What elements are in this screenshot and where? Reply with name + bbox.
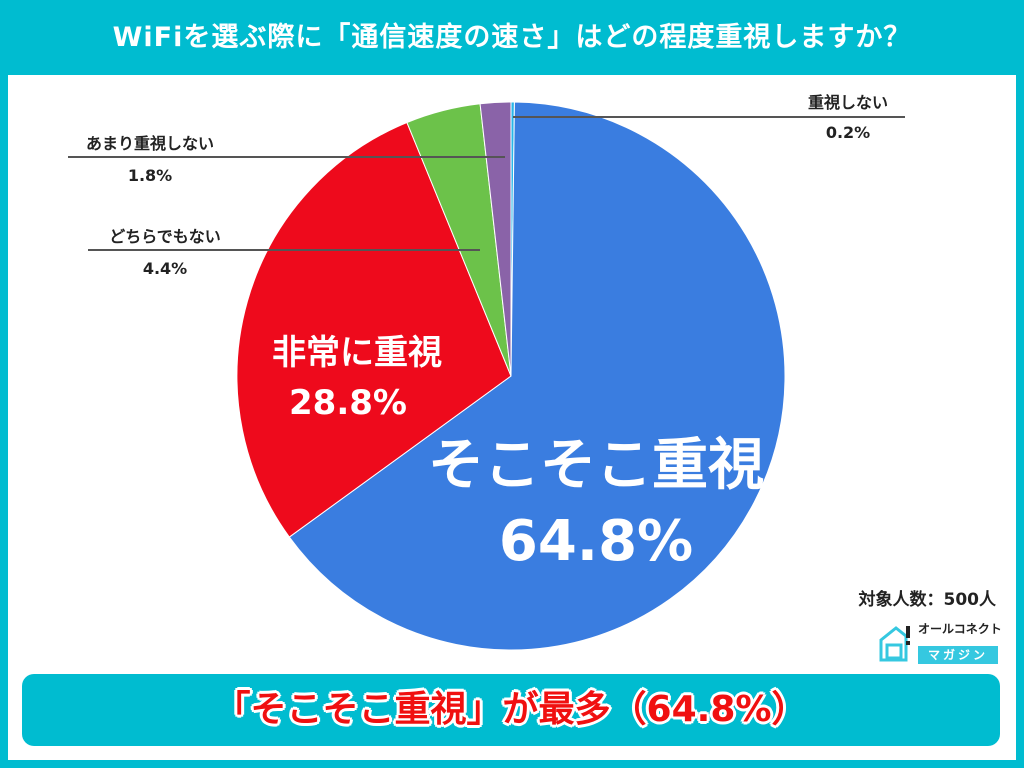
slice-value-label: 4.4% (143, 259, 187, 278)
house-logo-icon (879, 626, 910, 662)
pie-slice (479, 101, 512, 377)
slice-value-label: 28.8% (289, 383, 407, 423)
pie-slice (236, 121, 512, 538)
pie-slice (288, 101, 786, 651)
slice-label: あまり重視しない (86, 134, 214, 153)
slice-label: そこそこ重視 (428, 433, 764, 498)
logo-text-top: オールコネクト (918, 622, 1002, 636)
sample-size: 対象人数：500人 (858, 590, 997, 610)
logo: オールコネクト マガジン (878, 622, 1008, 666)
chart-title: WiFiを選ぶ際に「通信速度の速さ」はどの程度重視しますか？ (112, 22, 912, 53)
logo-text-bottom: マガジン (918, 646, 998, 664)
slice-label: 非常に重視 (272, 333, 442, 373)
slice-value-label: 1.8% (128, 166, 172, 185)
slice-label: 重視しない (808, 93, 888, 112)
slice-label: どちらでもない (109, 227, 221, 246)
slice-value-label: 64.8% (499, 509, 693, 574)
slice-value-label: 0.2% (826, 123, 870, 142)
summary-banner: 「そこそこ重視」が最多（64.8%） (22, 674, 1000, 746)
